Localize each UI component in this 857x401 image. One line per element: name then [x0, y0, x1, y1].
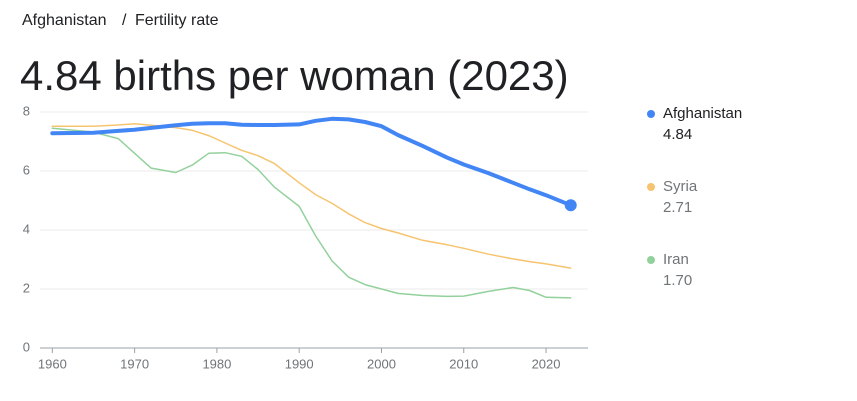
y-tick-label: 2	[23, 280, 30, 295]
series-line	[51, 123, 572, 269]
breadcrumb-indicator[interactable]: Fertility rate	[135, 12, 219, 29]
series-line	[50, 116, 573, 208]
series-line	[51, 127, 572, 299]
x-tick-label: 1990	[285, 356, 314, 371]
y-tick-label: 8	[23, 103, 30, 118]
x-tick-label: 1980	[202, 356, 231, 371]
legend-name: Syria	[663, 178, 698, 195]
legend-value: 2.71	[663, 199, 692, 216]
breadcrumb-country[interactable]: Afghanistan	[22, 12, 107, 29]
end-point	[564, 199, 577, 212]
breadcrumb-separator: /	[122, 12, 127, 29]
chart-title: 4.84 births per woman (2023)	[20, 52, 569, 99]
y-tick-label: 6	[23, 162, 30, 177]
x-tick-label: 1960	[38, 356, 67, 371]
x-tick-label: 2020	[532, 356, 561, 371]
x-tick-label: 2000	[367, 356, 396, 371]
y-tick-label: 4	[23, 221, 30, 236]
legend-value: 4.84	[663, 126, 692, 143]
x-tick-label: 1970	[120, 356, 149, 371]
legend-name: Iran	[663, 251, 689, 268]
legend-dot	[647, 110, 655, 118]
y-tick-label: 0	[23, 339, 30, 354]
x-tick-label: 2010	[449, 356, 478, 371]
legend-value: 1.70	[663, 272, 692, 289]
legend-dot	[647, 183, 655, 191]
legend-name: Afghanistan	[663, 105, 742, 122]
legend-dot	[647, 256, 655, 264]
